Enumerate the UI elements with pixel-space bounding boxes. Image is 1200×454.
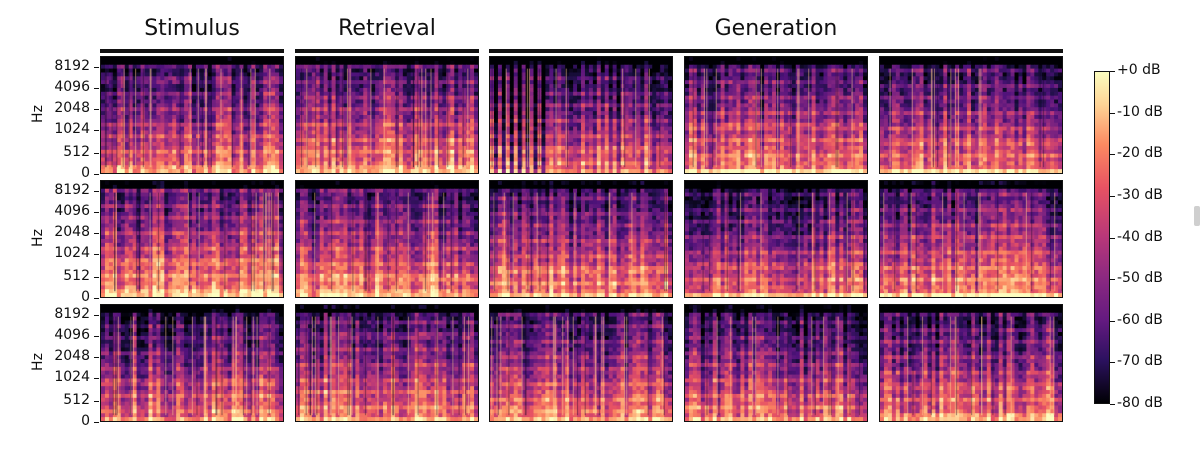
spectrogram-panel-r2-c2 bbox=[295, 180, 479, 298]
spectrogram-image bbox=[296, 305, 478, 421]
y-tick-mark bbox=[94, 314, 99, 316]
y-tick-label: 1024 bbox=[30, 369, 90, 385]
y-tick-mark bbox=[94, 109, 99, 111]
colorbar-tick-mark bbox=[1110, 195, 1115, 197]
spectrogram-image bbox=[490, 305, 672, 421]
y-tick-label: 512 bbox=[30, 392, 90, 408]
y-tick-label: 2048 bbox=[30, 348, 90, 364]
colorbar bbox=[1094, 71, 1110, 404]
spectrogram-image bbox=[296, 57, 478, 173]
spectrogram-image bbox=[101, 305, 283, 421]
spectrogram-panel-r1-c2 bbox=[295, 56, 479, 174]
spectrogram-panel-r1-c3 bbox=[489, 56, 673, 174]
spectrogram-image bbox=[101, 181, 283, 297]
spectrogram-image bbox=[490, 181, 672, 297]
y-tick-mark bbox=[94, 335, 99, 337]
y-tick-mark bbox=[94, 152, 99, 154]
spectrogram-panel-r1-c5 bbox=[879, 56, 1063, 174]
y-tick-mark bbox=[94, 66, 99, 68]
y-tick-mark bbox=[94, 400, 99, 402]
spectrogram-image bbox=[685, 305, 867, 421]
y-tick-mark bbox=[94, 233, 99, 235]
spectrogram-panel-r3-c3 bbox=[489, 304, 673, 422]
spectrogram-panel-r3-c5 bbox=[879, 304, 1063, 422]
colorbar-tick-mark bbox=[1110, 154, 1115, 156]
y-tick-label: 2048 bbox=[30, 100, 90, 116]
spectrogram-panel-r2-c5 bbox=[879, 180, 1063, 298]
y-tick-mark bbox=[94, 422, 99, 423]
colorbar-tick-label: -60 dB bbox=[1117, 312, 1163, 328]
spectrogram-image bbox=[880, 181, 1062, 297]
y-tick-label: 8192 bbox=[30, 58, 90, 74]
colorbar-tick-mark bbox=[1110, 279, 1115, 281]
y-tick-mark bbox=[94, 130, 99, 132]
colorbar-tick-mark bbox=[1110, 362, 1115, 364]
y-tick-mark bbox=[94, 378, 99, 380]
spectrogram-image bbox=[880, 57, 1062, 173]
colorbar-tick-label: -30 dB bbox=[1117, 187, 1163, 203]
y-tick-mark bbox=[94, 276, 99, 278]
spectrogram-panel-r3-c4 bbox=[684, 304, 868, 422]
colorbar-tick-label: -80 dB bbox=[1117, 395, 1163, 411]
colorbar-gradient bbox=[1095, 72, 1109, 403]
scrollbar-handle[interactable] bbox=[1194, 206, 1200, 226]
colorbar-tick-mark bbox=[1110, 237, 1115, 239]
y-tick-label: 1024 bbox=[30, 245, 90, 261]
group-underline-stimulus bbox=[100, 49, 284, 53]
colorbar-tick-mark bbox=[1110, 71, 1115, 72]
colorbar-tick-label: -70 dB bbox=[1117, 353, 1163, 369]
y-tick-label: 512 bbox=[30, 268, 90, 284]
spectrogram-image bbox=[296, 181, 478, 297]
group-underline-retrieval bbox=[295, 49, 479, 53]
y-tick-mark bbox=[94, 298, 99, 299]
y-tick-label: 4096 bbox=[30, 79, 90, 95]
colorbar-tick-label: -20 dB bbox=[1117, 145, 1163, 161]
colorbar-tick-mark bbox=[1110, 320, 1115, 322]
y-tick-label: 8192 bbox=[30, 182, 90, 198]
spectrogram-panel-r2-c3 bbox=[489, 180, 673, 298]
y-tick-label: 0 bbox=[30, 165, 90, 181]
y-tick-mark bbox=[94, 211, 99, 213]
spectrogram-image bbox=[685, 57, 867, 173]
spectrogram-panel-r3-c1 bbox=[100, 304, 284, 422]
spectrogram-image bbox=[101, 57, 283, 173]
group-title-retrieval: Retrieval bbox=[295, 16, 479, 41]
colorbar-tick-mark bbox=[1110, 112, 1115, 114]
y-tick-label: 512 bbox=[30, 144, 90, 160]
group-title-stimulus: Stimulus bbox=[100, 16, 284, 41]
colorbar-tick-label: -10 dB bbox=[1117, 104, 1163, 120]
y-tick-mark bbox=[94, 357, 99, 359]
y-tick-label: 4096 bbox=[30, 327, 90, 343]
spectrogram-panel-r2-c1 bbox=[100, 180, 284, 298]
y-tick-label: 4096 bbox=[30, 203, 90, 219]
y-tick-label: 1024 bbox=[30, 121, 90, 137]
y-tick-mark bbox=[94, 174, 99, 175]
spectrogram-image bbox=[685, 181, 867, 297]
colorbar-tick-mark bbox=[1110, 404, 1115, 405]
spectrogram-panel-r2-c4 bbox=[684, 180, 868, 298]
group-title-generation: Generation bbox=[489, 16, 1063, 41]
colorbar-tick-label: -50 dB bbox=[1117, 270, 1163, 286]
y-tick-mark bbox=[94, 254, 99, 256]
spectrogram-image bbox=[490, 57, 672, 173]
y-tick-label: 0 bbox=[30, 413, 90, 429]
spectrogram-panel-r1-c1 bbox=[100, 56, 284, 174]
spectrogram-panel-r3-c2 bbox=[295, 304, 479, 422]
colorbar-tick-label: +0 dB bbox=[1117, 62, 1161, 78]
colorbar-tick-label: -40 dB bbox=[1117, 229, 1163, 245]
y-tick-mark bbox=[94, 87, 99, 89]
spectrogram-panel-r1-c4 bbox=[684, 56, 868, 174]
y-tick-label: 0 bbox=[30, 289, 90, 305]
group-underline-generation bbox=[489, 49, 1063, 53]
spectrogram-image bbox=[880, 305, 1062, 421]
y-tick-mark bbox=[94, 190, 99, 192]
y-tick-label: 8192 bbox=[30, 306, 90, 322]
y-tick-label: 2048 bbox=[30, 224, 90, 240]
